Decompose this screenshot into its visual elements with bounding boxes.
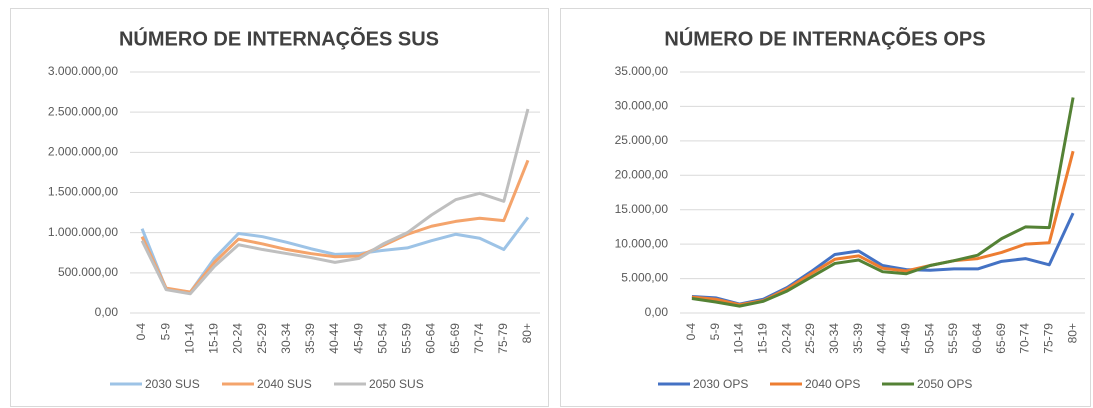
x-tick-label: 50-54 [375,323,389,354]
x-tick-label: 0-4 [134,323,148,341]
y-tick-label: 10.000,00 [615,236,669,250]
chart-title: NÚMERO DE INTERNAÇÕES OPS [664,26,985,50]
x-tick-label: 10-14 [732,323,746,354]
x-tick-label: 20-24 [779,323,793,354]
x-tick-label: 60-64 [970,323,984,354]
x-tick-label: 50-54 [922,323,936,354]
x-tick-label: 35-39 [851,323,865,354]
series-line [140,108,530,296]
y-tick-label: 30.000,00 [615,99,669,113]
y-tick-label: 35.000,00 [615,64,669,78]
x-tick-label: 45-49 [898,323,912,354]
y-tick-label: 3.000.000,00 [48,64,118,78]
y-tick-label: 1.500.000,00 [48,185,118,199]
x-tick-label: 45-49 [351,323,365,354]
y-tick-label: 5.000,00 [621,271,668,285]
y-tick-label: 2.500.000,00 [48,104,118,118]
y-tick-label: 15.000,00 [615,202,669,216]
chart-frame [10,8,549,407]
x-tick-label: 30-34 [827,323,841,354]
x-tick-label: 20-24 [231,323,245,354]
x-tick-label: 35-39 [303,323,317,354]
x-tick-label: 15-19 [756,323,770,354]
x-tick-label: 80+ [520,323,534,343]
x-tick-label: 30-34 [279,323,293,354]
x-tick-label: 75-79 [1041,323,1055,354]
legend-label: 2050 SUS [369,377,424,391]
legend-label: 2030 OPS [693,377,748,391]
x-tick-label: 5-9 [158,323,172,341]
x-tick-label: 65-69 [994,323,1008,354]
chart-frame [560,8,1091,407]
y-tick-label: 20.000,00 [615,167,669,181]
y-tick-label: 2.000.000,00 [48,145,118,159]
legend-label: 2050 OPS [917,377,972,391]
x-tick-label: 40-44 [875,323,889,354]
x-tick-label: 55-59 [946,323,960,354]
x-tick-label: 10-14 [182,323,196,354]
y-tick-label: 0,00 [95,305,119,319]
legend-label: 2040 OPS [805,377,860,391]
y-tick-label: 1.000.000,00 [48,225,118,239]
series-line [140,159,530,294]
x-tick-label: 70-74 [472,323,486,354]
x-tick-label: 65-69 [448,323,462,354]
x-tick-label: 70-74 [1018,323,1032,354]
chart-title: NÚMERO DE INTERNAÇÕES SUS [119,26,439,50]
x-tick-label: 55-59 [400,323,414,354]
series-line [691,97,1075,308]
series-line [140,216,530,294]
legend-label: 2040 SUS [257,377,312,391]
x-tick-label: 60-64 [424,323,438,354]
y-tick-label: 500.000,00 [58,265,118,279]
legend-label: 2030 SUS [145,377,200,391]
x-tick-label: 40-44 [327,323,341,354]
x-tick-label: 5-9 [708,323,722,341]
x-tick-label: 80+ [1065,323,1079,343]
x-tick-label: 25-29 [255,323,269,354]
x-tick-label: 0-4 [684,323,698,341]
x-tick-label: 75-79 [496,323,510,354]
y-tick-label: 25.000,00 [615,133,669,147]
y-tick-label: 0,00 [645,305,669,319]
x-tick-label: 15-19 [207,323,221,354]
x-tick-label: 25-29 [803,323,817,354]
